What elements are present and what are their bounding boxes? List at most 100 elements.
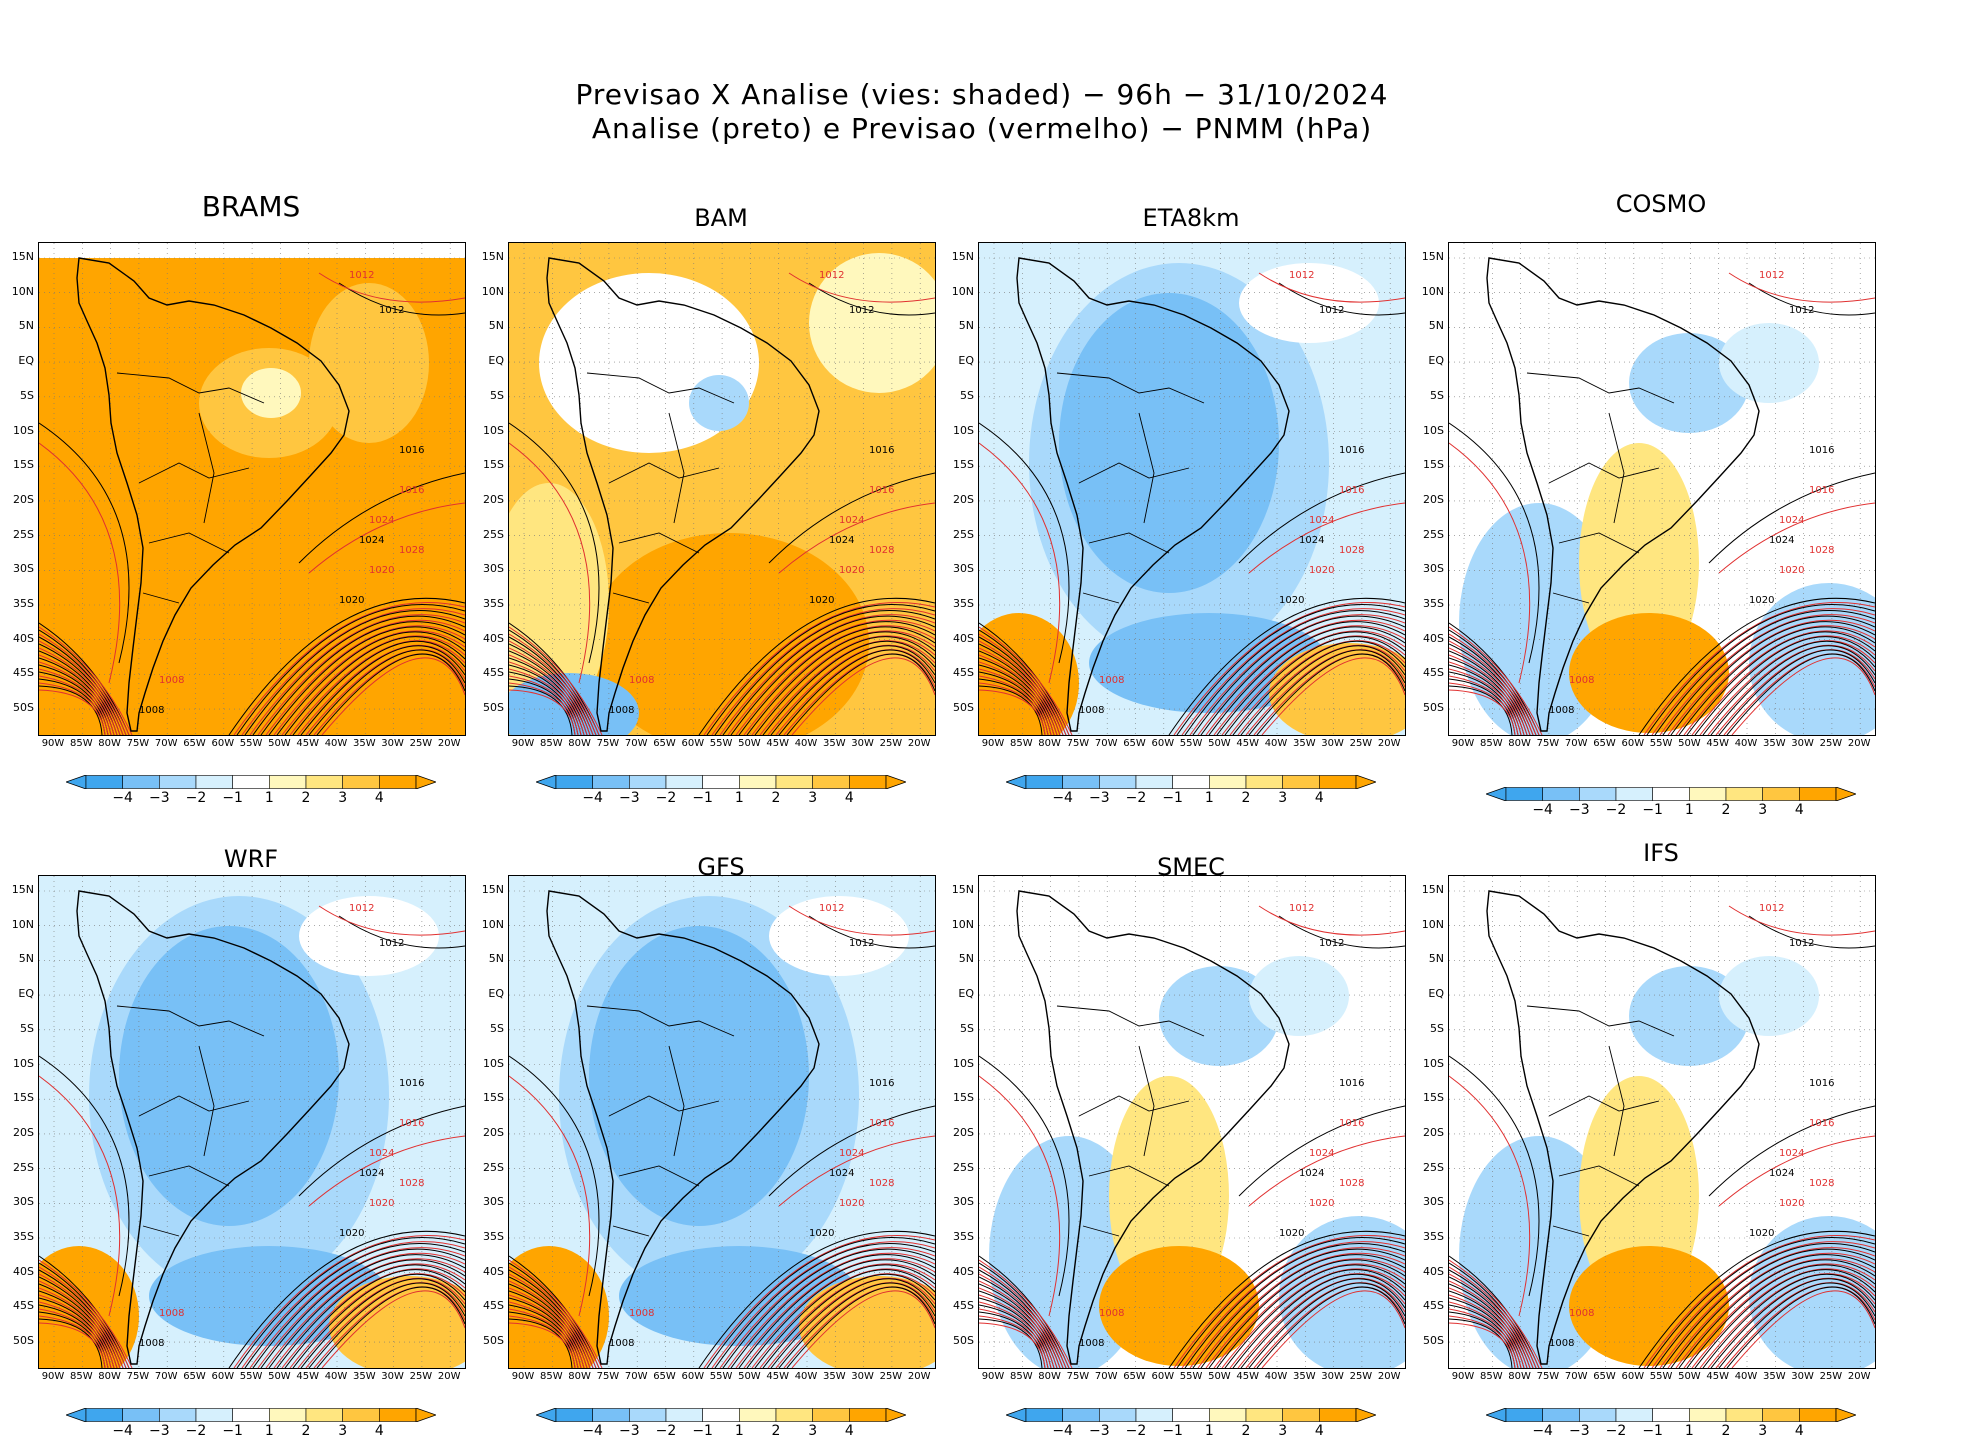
colorbar-segment xyxy=(1799,1408,1837,1422)
colorbar-tick-label: −4 xyxy=(582,1423,603,1439)
analysis-isobar xyxy=(746,1264,935,1368)
analysis-isobar-label: 1016 xyxy=(1339,1078,1364,1089)
colorbar-segment xyxy=(269,775,307,789)
longitude-label: 30W xyxy=(1321,1371,1344,1382)
country-borders xyxy=(1056,1005,1205,1237)
longitude-label: 20W xyxy=(1847,738,1871,749)
forecast-isobar-label: 1008 xyxy=(629,675,654,686)
analysis-isobar xyxy=(1686,631,1875,735)
analysis-isobar-label: 1024 xyxy=(359,535,384,546)
forecast-isobar xyxy=(1691,635,1875,735)
forecast-isobar xyxy=(39,1322,106,1368)
longitude-label: 35W xyxy=(822,738,846,749)
analysis-isobar-label: 1008 xyxy=(1549,705,1574,716)
longitude-label: 60W xyxy=(1621,738,1645,749)
latitude-label: 15S xyxy=(13,458,34,472)
colorbar-segment xyxy=(1505,1408,1543,1422)
latitude-label: EQ xyxy=(958,354,974,368)
forecast-isobar xyxy=(39,1301,115,1368)
analysis-isobar xyxy=(1654,1242,1875,1368)
colorbar-segment xyxy=(195,775,233,789)
longitude-label: 30W xyxy=(1321,738,1344,749)
forecast-isobar xyxy=(39,442,121,684)
longitude-label: 65W xyxy=(1593,1371,1616,1382)
analysis-isobar xyxy=(284,636,465,735)
colorbar-segment xyxy=(1209,775,1247,789)
analysis-isobar xyxy=(228,597,465,735)
latitude-label: 40S xyxy=(483,1264,504,1278)
latitude-label: 5S xyxy=(1430,1021,1444,1035)
analysis-isobar xyxy=(1748,915,1875,949)
longitude-label: 90W xyxy=(1451,738,1475,749)
longitude-label: 20W xyxy=(437,1371,461,1382)
latitude-label: EQ xyxy=(958,987,974,1001)
forecast-isobar xyxy=(509,1280,594,1368)
analysis-isobar xyxy=(338,915,465,949)
forecast-isobar xyxy=(1659,1247,1875,1368)
latitude-label: 5N xyxy=(958,319,974,333)
forecast-isobar xyxy=(39,1075,121,1317)
longitude-label: 60W xyxy=(1621,1371,1645,1382)
bias-shade-neg1 xyxy=(1719,323,1819,403)
analysis-isobar xyxy=(298,1105,465,1197)
forecast-isobar xyxy=(308,502,465,574)
longitude-label: 40W xyxy=(324,1371,348,1382)
forecast-isobar xyxy=(273,1263,465,1368)
panel-title: BRAMS xyxy=(201,190,301,223)
colorbar-tick-label: 2 xyxy=(1721,1423,1731,1439)
forecast-isobar xyxy=(743,1263,935,1368)
country-borders xyxy=(1526,372,1675,604)
analysis-isobar xyxy=(338,282,465,316)
analysis-isobar xyxy=(1184,609,1405,735)
forecast-isobar xyxy=(1728,905,1875,936)
latitude-label: 20S xyxy=(953,1125,974,1139)
colorbar-segment xyxy=(812,1408,850,1422)
forecast-isobar xyxy=(791,1290,935,1368)
longitude-label: 20W xyxy=(907,1371,931,1382)
latitude-label: EQ xyxy=(18,354,34,368)
colorbar-tick-label: 2 xyxy=(771,1423,781,1439)
forecast-isobar xyxy=(1699,640,1875,735)
analysis-isobar-label: 1020 xyxy=(1749,595,1774,606)
forecast-isobar xyxy=(1197,619,1405,735)
forecast-isobar xyxy=(509,661,588,735)
colorbar-tick-label: 3 xyxy=(1758,802,1768,818)
longitude-label: 25W xyxy=(1349,1371,1373,1382)
bias-shade-zero xyxy=(1239,263,1379,343)
longitude-label: 50W xyxy=(1208,1371,1231,1382)
longitude-label: 50W xyxy=(1678,738,1701,749)
forecast-isobar xyxy=(1197,1252,1405,1368)
forecast-isobar-label: 1020 xyxy=(1779,1198,1804,1209)
colorbar-tick-label: −4 xyxy=(1052,1423,1073,1439)
bias-shade-pos4 xyxy=(1099,1246,1259,1366)
colorbar xyxy=(1004,774,1378,793)
forecast-isobar xyxy=(509,647,594,735)
latitude-label: 10N xyxy=(11,917,34,931)
bias-shade-pos3 xyxy=(329,1276,465,1368)
longitude-label: 20W xyxy=(437,738,461,749)
longitude-label: 85W xyxy=(539,1371,563,1382)
forecast-isobar xyxy=(1449,1301,1525,1368)
analysis-isobar xyxy=(1256,653,1405,735)
panel-title: BAM xyxy=(694,204,748,232)
longitude-label: 65W xyxy=(1123,738,1146,749)
latitude-label: 40S xyxy=(13,1264,34,1278)
forecast-isobar-label: 1028 xyxy=(399,1178,424,1189)
longitude-label: 30W xyxy=(1791,738,1814,749)
colorbar-segment xyxy=(775,1408,813,1422)
analysis-isobar xyxy=(1248,649,1405,735)
longitude-label: 30W xyxy=(381,1371,404,1382)
analysis-isobar xyxy=(39,1055,130,1297)
analysis-isobar-label: 1016 xyxy=(869,1078,894,1089)
forecast-isobar xyxy=(1181,1241,1405,1368)
colorbar-segment xyxy=(1652,787,1690,801)
forecast-isobar xyxy=(979,668,1055,735)
analysis-isobar-label: 1020 xyxy=(1279,1228,1304,1239)
longitude-label: 65W xyxy=(183,1371,206,1382)
forecast-isobar xyxy=(727,1252,935,1368)
colorbar-tick-label: 2 xyxy=(1721,802,1731,818)
colorbar-segment xyxy=(1025,775,1063,789)
forecast-isobar-label: 1016 xyxy=(399,485,424,496)
forecast-isobar xyxy=(509,1301,585,1368)
analysis-isobar xyxy=(284,1269,465,1368)
